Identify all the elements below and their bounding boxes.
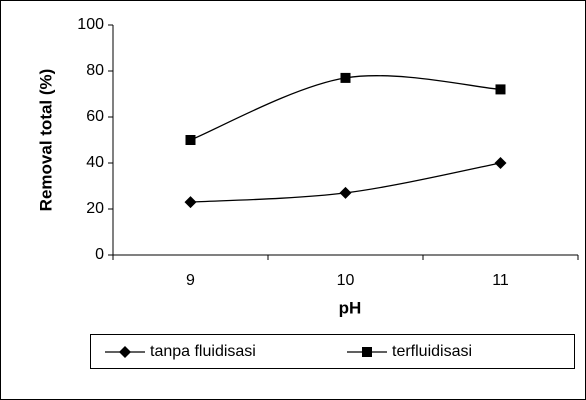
y-tick-label: 0 bbox=[95, 246, 104, 263]
y-tick-label: 100 bbox=[77, 16, 104, 33]
data-point bbox=[185, 135, 196, 145]
legend-marker bbox=[119, 346, 131, 358]
data-point bbox=[339, 186, 352, 199]
x-tick-label: 10 bbox=[337, 272, 355, 289]
y-axis-title: Removal total (%) bbox=[36, 69, 55, 212]
x-tick-label: 11 bbox=[492, 272, 509, 289]
x-axis-title: pH bbox=[339, 298, 362, 317]
legend-box bbox=[90, 334, 575, 369]
y-tick-label: 80 bbox=[86, 62, 104, 79]
data-point bbox=[495, 84, 506, 95]
data-point bbox=[494, 157, 507, 169]
data-point bbox=[184, 196, 197, 209]
legend-label: tanpa fluidisasi bbox=[150, 343, 256, 360]
x-tick-label: 9 bbox=[186, 272, 195, 289]
y-tick-label: 20 bbox=[86, 200, 104, 217]
y-tick-label: 60 bbox=[86, 108, 104, 125]
legend-marker bbox=[362, 347, 372, 357]
y-tick-label: 40 bbox=[86, 154, 104, 171]
legend-label: terfluidisasi bbox=[392, 343, 472, 360]
data-point bbox=[340, 72, 351, 83]
